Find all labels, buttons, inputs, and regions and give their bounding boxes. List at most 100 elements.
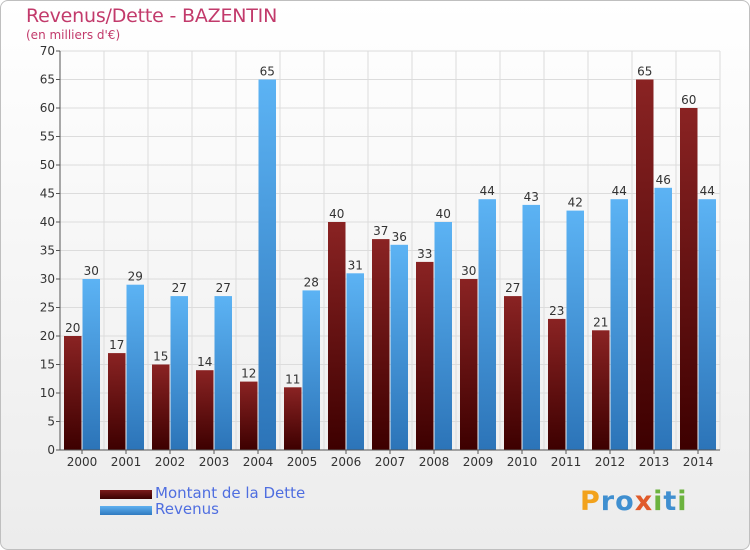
y-tick-label: 20 (40, 329, 55, 343)
data-label: 40 (436, 207, 451, 221)
bar-revenus (126, 284, 144, 450)
bar-revenus (434, 222, 452, 450)
data-label: 27 (172, 281, 187, 295)
x-tick-label: 2010 (507, 455, 538, 469)
data-labels: 20 30 17 29 15 27 14 27 12 65 11 28 40 31 37 36 33 40 30 44… (65, 65, 715, 387)
bar-debt (240, 381, 258, 450)
legend-label-revenus: Revenus (155, 500, 219, 518)
bar-debt (196, 370, 214, 450)
bar-revenus (698, 199, 716, 450)
x-tick-label: 2012 (595, 455, 626, 469)
data-label: 12 (241, 367, 256, 381)
data-label: 46 (656, 173, 671, 187)
x-tick-label: 2006 (331, 455, 362, 469)
x-tick-label: 2005 (287, 455, 318, 469)
data-label: 44 (700, 184, 715, 198)
bar-debt (284, 387, 302, 450)
data-label: 30 (461, 264, 476, 278)
logo-letter: r (600, 486, 616, 517)
y-tick-label: 70 (40, 44, 55, 58)
data-label: 36 (392, 230, 407, 244)
data-label: 29 (128, 270, 143, 284)
bar-debt (372, 239, 390, 450)
data-label: 33 (417, 247, 432, 261)
bar-debt (328, 222, 346, 450)
x-tick-label: 2011 (551, 455, 582, 469)
data-label: 23 (549, 304, 564, 318)
logo-letter: o (615, 486, 635, 517)
data-label: 65 (637, 65, 652, 79)
logo-letter: i (677, 486, 688, 517)
y-tick-label: 40 (40, 215, 55, 229)
x-tick-label: 2002 (155, 455, 186, 469)
data-label: 11 (285, 372, 300, 386)
data-label: 27 (216, 281, 231, 295)
bar-revenus (390, 244, 408, 450)
chart-title: Revenus/Dette - BAZENTIN (26, 5, 278, 27)
y-tick-label: 30 (40, 272, 55, 286)
bar-debt (548, 318, 566, 450)
data-label: 44 (480, 184, 495, 198)
y-tick-label: 0 (47, 443, 55, 457)
data-label: 60 (681, 93, 696, 107)
data-label: 65 (260, 65, 275, 79)
x-tick-label: 2003 (199, 455, 230, 469)
bar-debt (152, 364, 170, 450)
data-label: 44 (612, 184, 627, 198)
y-tick-label: 65 (40, 73, 55, 87)
logo-letter: i (653, 486, 664, 517)
x-tick-label: 2009 (463, 455, 494, 469)
bar-debt (592, 330, 610, 450)
bar-debt (460, 279, 478, 450)
y-tick-label: 5 (47, 415, 55, 429)
axes: 0 5 10 15 20 25 30 35 40 45 50 55 60 65 70 2000 2001 2002… (40, 44, 720, 469)
bar-debt (680, 108, 698, 450)
y-tick-label: 50 (40, 158, 55, 172)
bar-debt (636, 79, 654, 450)
bar-revenus (346, 273, 364, 450)
x-tick-label: 2013 (639, 455, 670, 469)
x-tick-label: 2000 (67, 455, 98, 469)
chart-subtitle: (en milliers d'€) (26, 28, 121, 42)
data-label: 43 (524, 190, 539, 204)
data-label: 14 (197, 355, 212, 369)
bar-debt (108, 353, 126, 450)
data-label: 27 (505, 281, 520, 295)
bar-revenus (566, 210, 584, 450)
data-label: 20 (65, 321, 80, 335)
bar-revenus (478, 199, 496, 450)
bar-debt (64, 336, 82, 450)
legend-label-debt: Montant de la Dette (155, 484, 306, 502)
logo-letter: x (634, 486, 654, 517)
y-tick-label: 55 (40, 130, 55, 144)
proxiti-logo: Proxiti (580, 486, 688, 517)
data-label: 30 (84, 264, 99, 278)
data-label: 42 (568, 196, 583, 210)
logo-letter: P (580, 486, 601, 517)
y-tick-label: 35 (40, 244, 55, 258)
y-tick-label: 45 (40, 187, 55, 201)
bar-revenus (522, 204, 540, 450)
bar-debt (416, 261, 434, 450)
bar-revenus (214, 296, 232, 450)
y-tick-label: 15 (40, 358, 55, 372)
data-label: 28 (304, 275, 319, 289)
data-label: 31 (348, 258, 363, 272)
legend-swatch-debt (100, 490, 152, 499)
data-label: 37 (373, 224, 388, 238)
bar-revenus (170, 296, 188, 450)
bar-revenus (258, 79, 276, 450)
bar-revenus (302, 290, 320, 450)
data-label: 17 (109, 338, 124, 352)
y-tick-label: 60 (40, 101, 55, 115)
x-tick-label: 2008 (419, 455, 450, 469)
bar-debt (504, 296, 522, 450)
logo-letter: t (663, 486, 678, 517)
data-label: 15 (153, 350, 168, 364)
x-tick-label: 2007 (375, 455, 406, 469)
bar-revenus (654, 187, 672, 451)
x-tick-label: 2001 (111, 455, 142, 469)
bar-revenus (82, 279, 100, 450)
legend-swatch-revenus (100, 506, 152, 515)
